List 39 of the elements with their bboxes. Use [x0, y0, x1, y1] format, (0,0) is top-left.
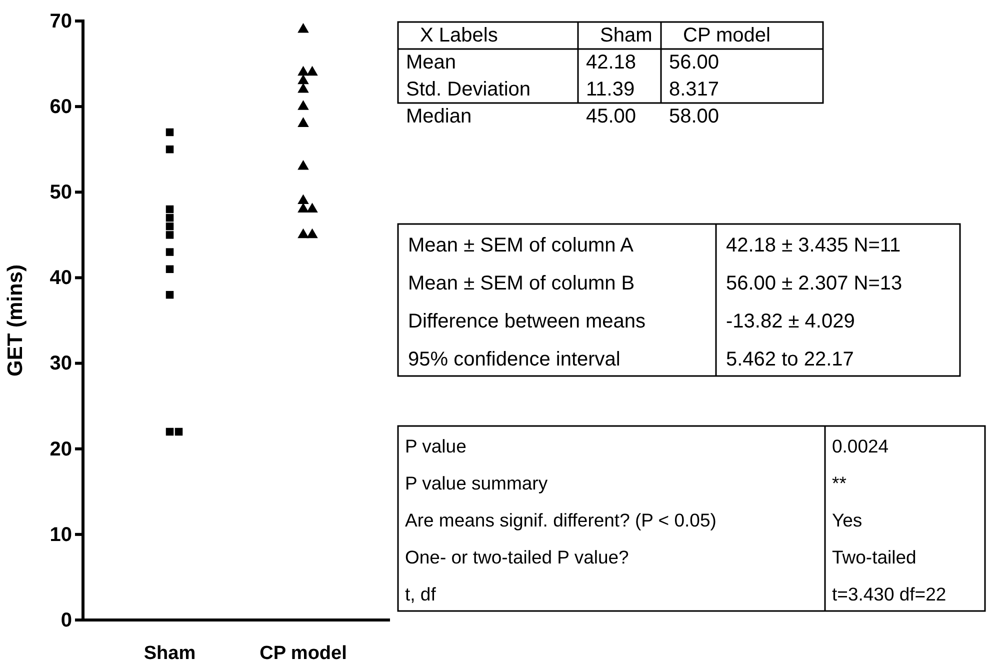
y-tick-label: 0 [60, 609, 72, 632]
text: t, df [405, 584, 437, 605]
y-tick-label: 40 [50, 267, 72, 290]
text: One- or two-tailed P value? [405, 546, 629, 568]
text: 42.18 [586, 51, 636, 74]
text: Two-tailed [832, 546, 916, 568]
text: P value summary [405, 472, 548, 494]
text: Mean ± SEM of column A [408, 234, 634, 256]
text: 8.317 [669, 78, 720, 100]
y-tick-label: 30 [50, 352, 72, 375]
text: Std. Deviation [406, 78, 531, 100]
y-tick-label: 70 [50, 10, 72, 32]
text: Are means signif. different? (P < 0.05) [405, 510, 716, 531]
y-axis-title: GET (mins) [4, 264, 27, 377]
text: 58.00 [669, 105, 720, 128]
text: 56.00 ± 2.307 N=13 [726, 272, 902, 294]
text: 95% confidence interval [408, 348, 620, 370]
text: 42.18 ± 3.435 N=11 [726, 234, 901, 256]
text: X Labels [420, 24, 498, 46]
text: 11.39 [586, 78, 635, 100]
y-tick-label: 20 [50, 438, 72, 460]
text: Mean [406, 51, 456, 74]
text: Mean ± SEM of column B [408, 272, 635, 294]
y-tick-label: 50 [50, 182, 72, 204]
text: Difference between means [408, 310, 646, 332]
text: 5.462 to 22.17 [726, 348, 854, 370]
text: Sham [600, 24, 652, 46]
text: -13.82 ± 4.029 [726, 310, 855, 332]
text: ** [832, 472, 846, 494]
text: P value [405, 436, 466, 457]
text: Median [406, 105, 472, 128]
text: CP model [683, 24, 770, 46]
y-tick-label: 60 [50, 96, 72, 118]
text: Yes [832, 510, 862, 531]
text: t=3.430 df=22 [832, 584, 946, 605]
text: 45.00 [586, 105, 636, 128]
text: 56.00 [669, 51, 720, 74]
y-tick-label: 10 [50, 524, 72, 546]
text: 0.0024 [832, 436, 889, 457]
